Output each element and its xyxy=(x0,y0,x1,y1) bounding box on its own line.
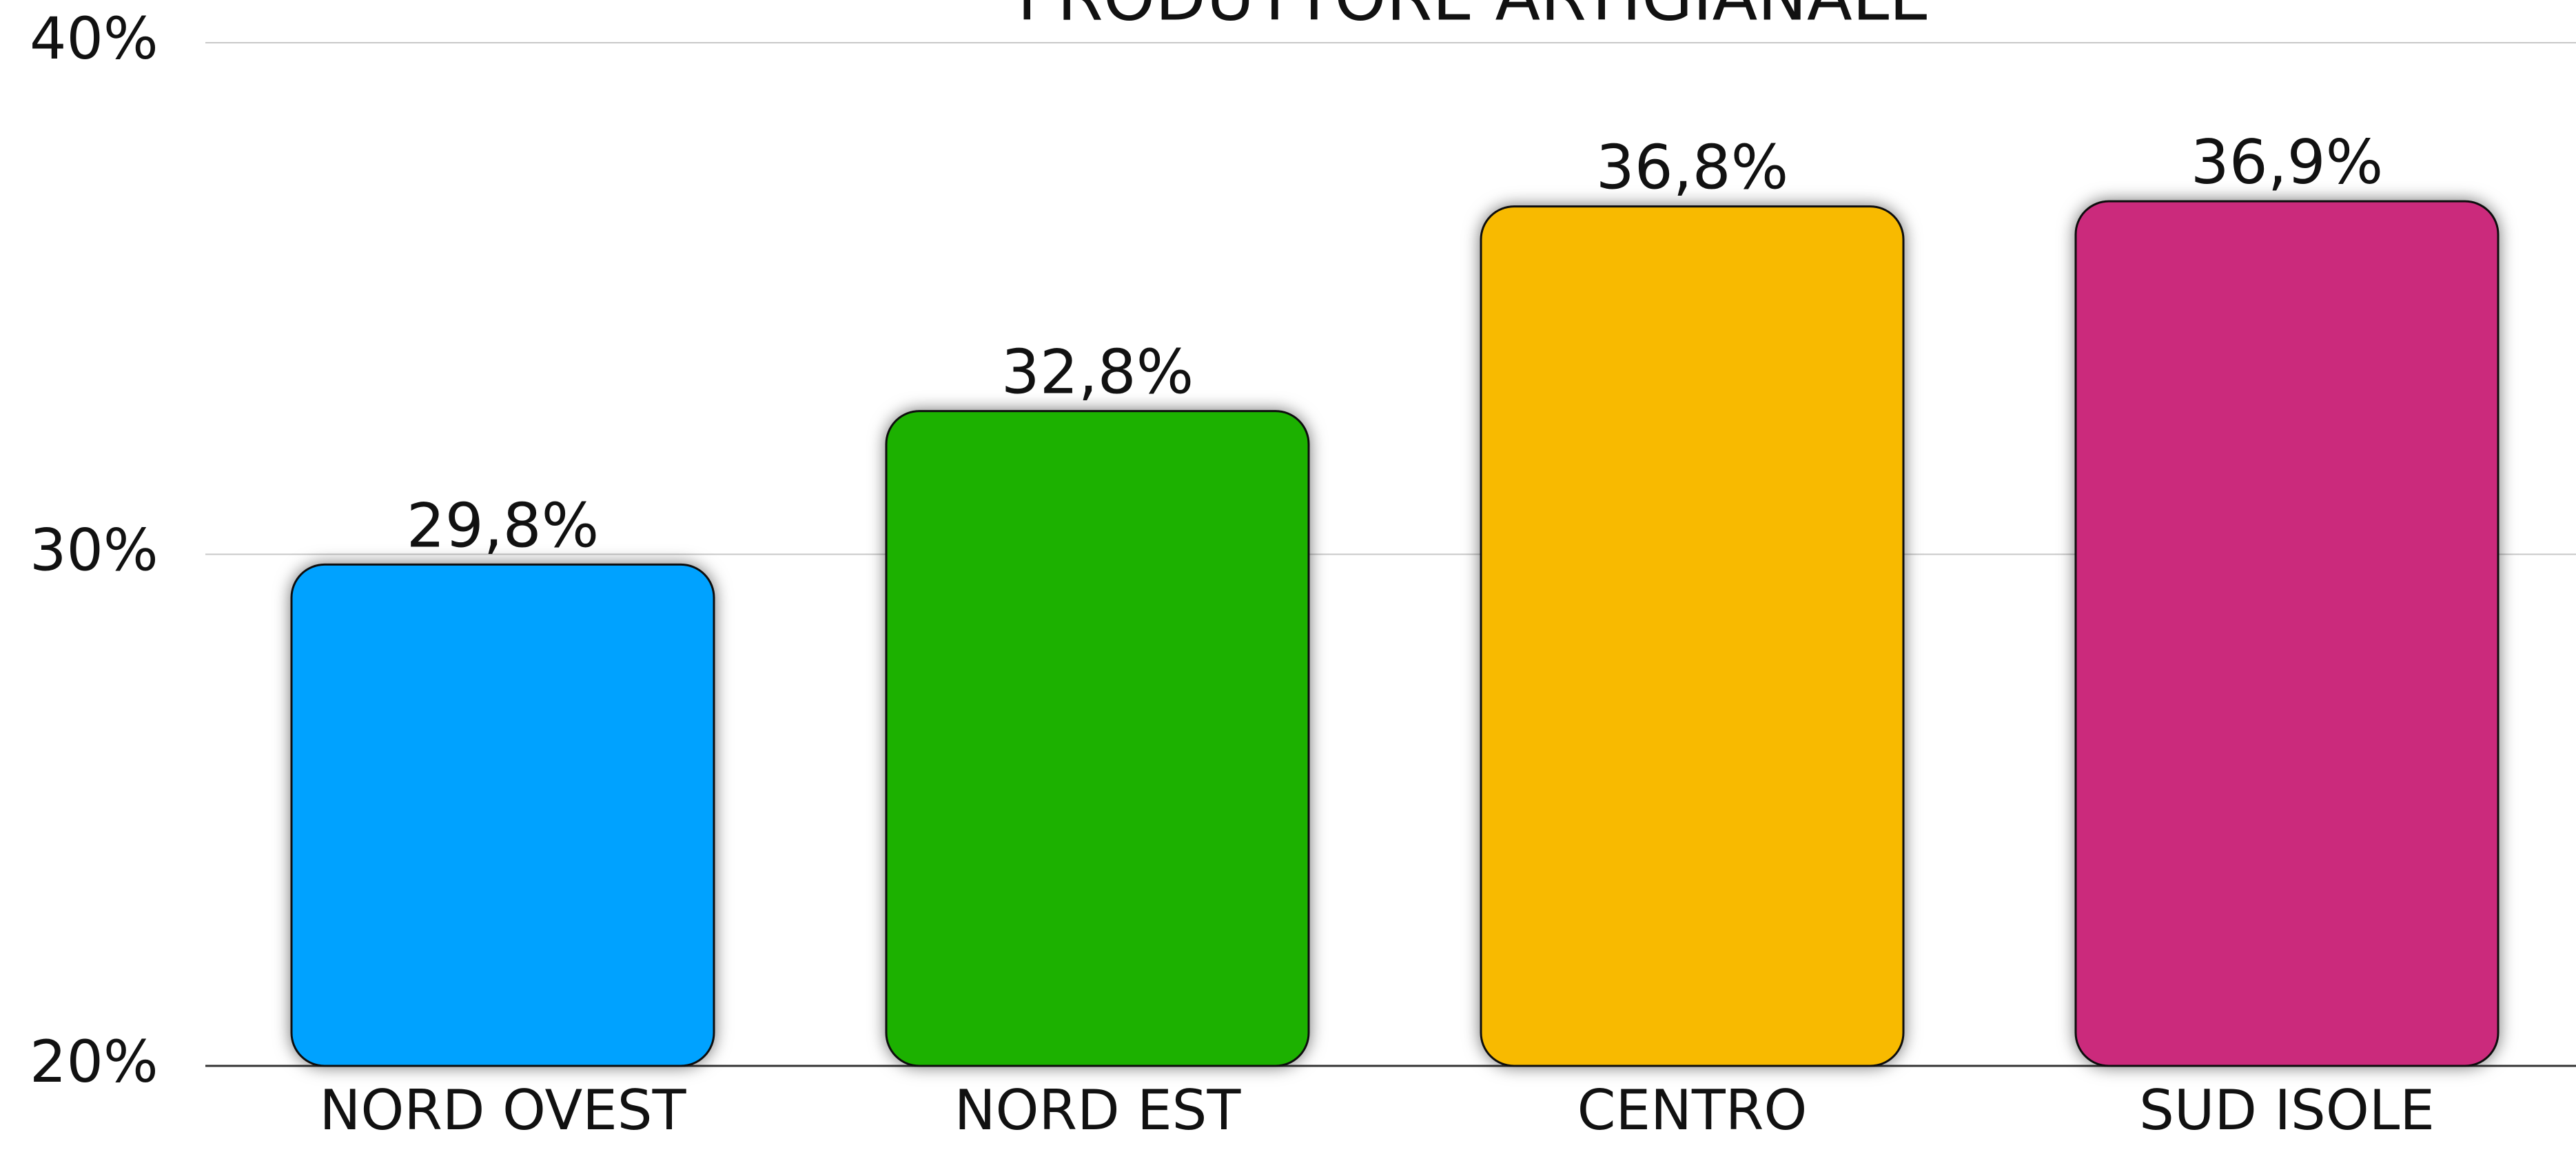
bar xyxy=(2074,200,2500,1067)
x-tick-label: CENTRO xyxy=(1577,1078,1808,1142)
x-tick-label: NORD OVEST xyxy=(320,1078,687,1142)
x-tick-label: SUD ISOLE xyxy=(2139,1078,2435,1142)
y-tick-label: 20% xyxy=(30,1028,159,1096)
value-label: 36,8% xyxy=(1596,132,1789,203)
bar xyxy=(1480,205,1905,1067)
value-label: 36,9% xyxy=(2191,127,2384,198)
x-tick-label: NORD EST xyxy=(954,1078,1242,1142)
bar xyxy=(290,563,715,1067)
y-tick-label: 40% xyxy=(30,5,159,72)
value-label: 29,8% xyxy=(407,490,600,561)
y-tick-label: 30% xyxy=(30,516,159,584)
chart-title: PRODUTTORE ARTIGIANALE xyxy=(1017,0,1931,35)
bar xyxy=(885,410,1310,1067)
value-label: 32,8% xyxy=(1001,337,1194,408)
